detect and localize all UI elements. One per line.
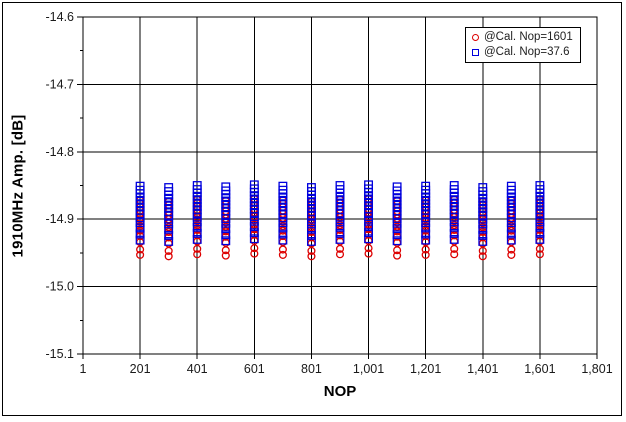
y-axis-title: 1910MHz Amp. [dB] — [9, 114, 27, 258]
svg-text:1,801: 1,801 — [581, 362, 612, 376]
svg-text:601: 601 — [244, 362, 265, 376]
series-square-markers — [135, 180, 545, 246]
square-marker-icon — [472, 48, 479, 56]
svg-text:201: 201 — [130, 362, 151, 376]
legend-label: @Cal. Nop=1601 — [484, 31, 573, 43]
svg-text:-14.6: -14.6 — [46, 10, 75, 24]
x-axis-title: NOP — [323, 383, 357, 400]
plot-border — [82, 16, 598, 355]
svg-text:801: 801 — [301, 362, 322, 376]
svg-text:-14.8: -14.8 — [46, 145, 75, 159]
svg-text:1,401: 1,401 — [467, 362, 498, 376]
chart-frame: 1 201 401 601 801 1,001 1,201 1,401 1,601 1,801 -1… — [2, 2, 622, 416]
svg-text:-15.0: -15.0 — [46, 280, 75, 294]
tick-labels: 1 201 401 601 801 1,001 1,201 1,401 1,601 1,801 -1… — [46, 10, 613, 376]
legend: @Cal. Nop=1601 @Cal. Nop=37.6 — [465, 27, 581, 63]
legend-label: @Cal. Nop=37.6 — [484, 46, 570, 58]
svg-text:-15.1: -15.1 — [46, 347, 75, 361]
svg-text:1,201: 1,201 — [410, 362, 441, 376]
plot-area: 1 201 401 601 801 1,001 1,201 1,401 1,601 1,801 -1… — [46, 10, 613, 376]
svg-text:-14.9: -14.9 — [46, 212, 75, 226]
svg-text:1,601: 1,601 — [524, 362, 555, 376]
svg-text:401: 401 — [187, 362, 208, 376]
legend-item-cal-37-6: @Cal. Nop=37.6 — [472, 46, 573, 58]
svg-text:-14.7: -14.7 — [46, 77, 75, 91]
gridlines — [77, 16, 598, 359]
circle-marker-icon — [472, 33, 479, 41]
legend-item-cal-1601: @Cal. Nop=1601 — [472, 31, 573, 43]
svg-text:1,001: 1,001 — [353, 362, 384, 376]
svg-text:1: 1 — [80, 362, 87, 376]
